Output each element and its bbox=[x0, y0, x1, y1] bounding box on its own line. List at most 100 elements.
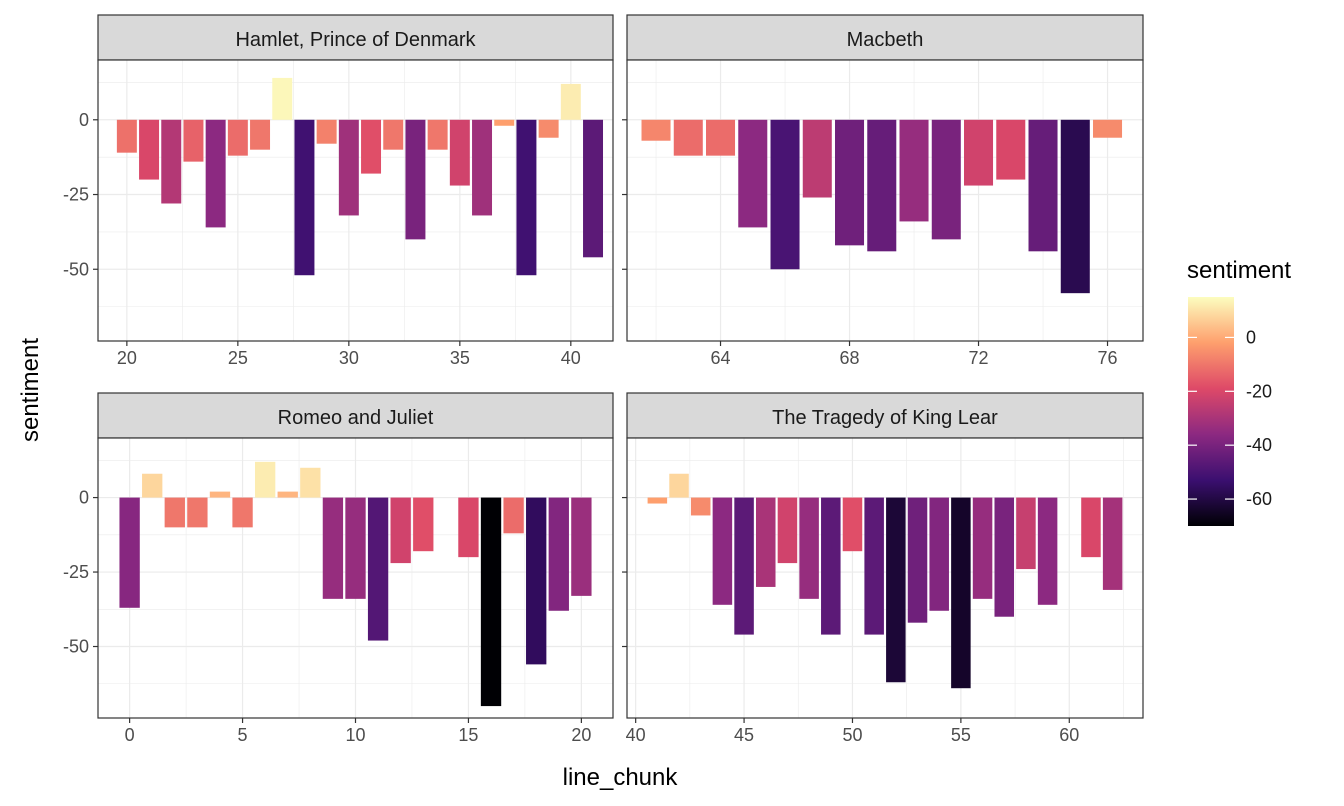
legend-tick-label: 0 bbox=[1246, 327, 1256, 347]
bar bbox=[232, 497, 253, 528]
y-tick-label: 0 bbox=[79, 110, 89, 130]
bar bbox=[899, 119, 929, 222]
bar bbox=[254, 461, 276, 498]
legend-tick-label: -60 bbox=[1246, 489, 1272, 509]
bar bbox=[867, 119, 897, 252]
bar bbox=[1102, 497, 1123, 590]
bar bbox=[345, 497, 366, 599]
y-tick-label: -25 bbox=[63, 562, 89, 582]
bar bbox=[538, 119, 559, 138]
bar bbox=[227, 119, 248, 156]
bar bbox=[338, 119, 359, 216]
bar bbox=[964, 119, 994, 186]
x-tick-label: 64 bbox=[711, 348, 731, 368]
y-tick-label: 0 bbox=[79, 488, 89, 508]
bar bbox=[1028, 119, 1058, 252]
panel-title: Romeo and Juliet bbox=[278, 407, 434, 429]
color-legend: sentiment 0 -20 -40 -60 bbox=[1187, 257, 1291, 526]
bar bbox=[842, 497, 863, 552]
x-tick-label: 30 bbox=[339, 348, 359, 368]
x-tick-label: 40 bbox=[626, 725, 646, 745]
bar bbox=[472, 119, 493, 216]
x-tick-label: 25 bbox=[228, 348, 248, 368]
bar bbox=[821, 497, 841, 635]
x-tick-label: 76 bbox=[1098, 348, 1118, 368]
bar bbox=[164, 497, 185, 528]
bar bbox=[139, 119, 160, 180]
bar bbox=[526, 497, 547, 665]
x-tick-label: 35 bbox=[450, 348, 470, 368]
strip-background bbox=[626, 392, 1144, 439]
bar bbox=[116, 119, 137, 153]
bar bbox=[322, 497, 344, 599]
plot-area bbox=[627, 438, 1143, 718]
bar bbox=[571, 497, 592, 596]
bar bbox=[886, 497, 906, 683]
bar bbox=[560, 83, 581, 120]
x-tick-label: 15 bbox=[458, 725, 478, 745]
bar bbox=[994, 497, 1014, 617]
plot-border bbox=[97, 59, 614, 342]
panel-title: The Tragedy of King Lear bbox=[772, 407, 998, 429]
y-axis-title: sentiment bbox=[17, 338, 44, 442]
bar bbox=[1093, 119, 1123, 138]
x-tick-label: 45 bbox=[734, 725, 754, 745]
legend-colorbar bbox=[1188, 297, 1234, 526]
bar bbox=[799, 497, 819, 599]
bar bbox=[516, 119, 537, 276]
bar bbox=[250, 119, 271, 150]
x-tick-label: 68 bbox=[840, 348, 860, 368]
bar bbox=[777, 497, 798, 564]
x-tick-label: 50 bbox=[842, 725, 862, 745]
bar bbox=[413, 497, 434, 552]
plot-border bbox=[626, 437, 1144, 719]
bar bbox=[503, 497, 524, 534]
bar bbox=[669, 473, 689, 498]
x-tick-label: 10 bbox=[345, 725, 365, 745]
bar bbox=[272, 77, 293, 120]
bar bbox=[647, 497, 668, 504]
bar bbox=[361, 119, 382, 174]
bar bbox=[734, 497, 754, 635]
bar bbox=[494, 119, 515, 126]
bar bbox=[294, 119, 315, 276]
bar bbox=[142, 473, 163, 498]
bar bbox=[864, 497, 884, 635]
bar bbox=[929, 497, 949, 611]
x-tick-label: 20 bbox=[571, 725, 591, 745]
legend-tick-label: -40 bbox=[1246, 435, 1272, 455]
x-tick-label: 20 bbox=[117, 348, 137, 368]
bar bbox=[119, 497, 140, 608]
bar bbox=[1081, 497, 1101, 558]
y-tick-label: -50 bbox=[63, 637, 89, 657]
bar bbox=[756, 497, 776, 587]
bar bbox=[706, 119, 736, 156]
panel-title: Hamlet, Prince of Denmark bbox=[235, 29, 476, 51]
strip-background bbox=[97, 392, 614, 439]
x-tick-label: 0 bbox=[125, 725, 135, 745]
bar bbox=[738, 119, 768, 228]
bar bbox=[907, 497, 928, 623]
bar bbox=[931, 119, 961, 240]
bar bbox=[367, 497, 389, 641]
panel-macbeth: Macbeth 64 68 72 76 bbox=[622, 14, 1144, 368]
x-axis-title: line_chunk bbox=[563, 764, 679, 791]
bar bbox=[835, 119, 865, 246]
x-tick-label: 5 bbox=[238, 725, 248, 745]
legend-title: sentiment bbox=[1187, 257, 1291, 284]
x-tick-label: 60 bbox=[1059, 725, 1079, 745]
strip-background bbox=[97, 14, 614, 61]
bar bbox=[1060, 119, 1090, 294]
bar bbox=[183, 119, 204, 162]
legend-tick-label: -20 bbox=[1246, 381, 1272, 401]
bar bbox=[802, 119, 832, 198]
bar bbox=[383, 119, 404, 150]
y-tick-label: -25 bbox=[63, 185, 89, 205]
plot-border bbox=[626, 59, 1144, 342]
bar bbox=[300, 467, 321, 498]
bar bbox=[951, 497, 971, 689]
bar bbox=[996, 119, 1026, 180]
bar bbox=[972, 497, 993, 599]
bar bbox=[1016, 497, 1036, 570]
panel-romeo-and-juliet: Romeo and Juliet 0 5 10 15 20 0 -25 -50 bbox=[63, 392, 614, 745]
